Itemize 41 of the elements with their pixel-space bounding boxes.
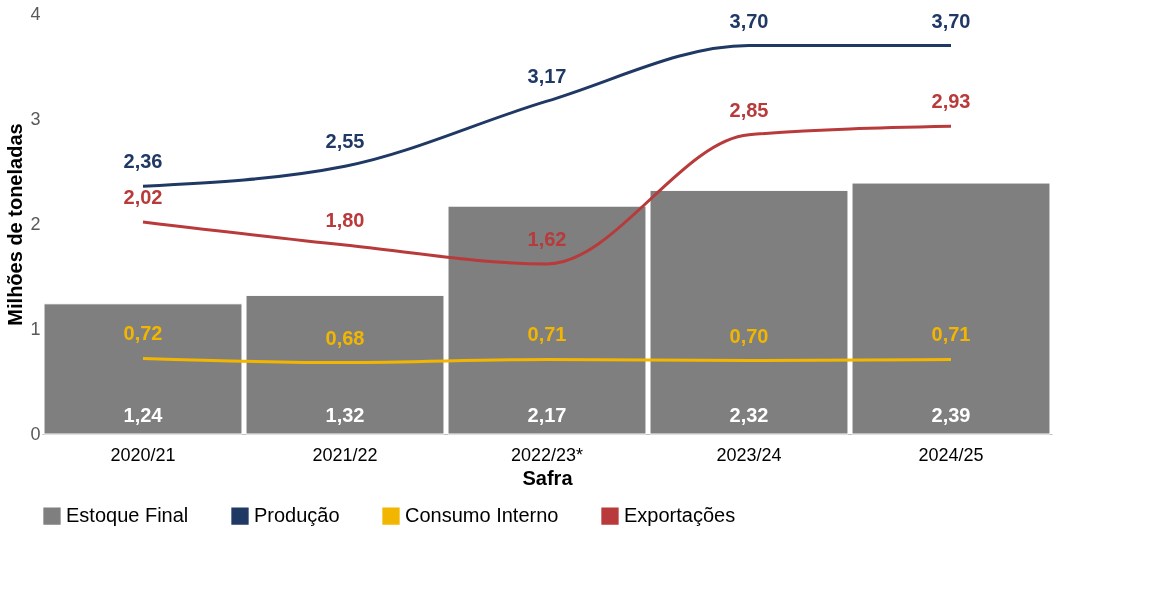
- data-label: 3,70: [729, 9, 769, 32]
- data-label: 2,85: [729, 98, 769, 121]
- data-label: 2,93: [931, 90, 971, 113]
- y-tick-label: 2: [30, 213, 41, 234]
- data-label: 0,71: [931, 323, 971, 346]
- x-tick-label: 2020/21: [110, 444, 176, 465]
- bar: [43, 303, 243, 435]
- y-tick-label: 1: [30, 318, 41, 339]
- data-label: 2,32: [729, 404, 769, 426]
- bar: [447, 205, 647, 435]
- y-tick-label: 0: [30, 423, 41, 444]
- data-label: 3,17: [527, 65, 567, 88]
- legend-label: Consumo Interno: [405, 504, 559, 527]
- x-tick-label: 2023/24: [716, 444, 782, 465]
- data-label: 1,32: [325, 404, 365, 426]
- y-axis-title: Milhões de toneladas: [4, 123, 27, 326]
- bar: [851, 182, 1051, 435]
- data-label: 0,71: [527, 323, 567, 346]
- y-tick-label: 4: [30, 3, 41, 24]
- data-label: 2,55: [325, 130, 365, 153]
- data-label: 2,17: [527, 404, 567, 426]
- bar: [245, 294, 445, 435]
- x-tick-label: 2021/22: [312, 444, 378, 465]
- data-label: 3,70: [931, 9, 971, 32]
- data-label: 2,36: [123, 150, 163, 173]
- data-label: 1,24: [123, 404, 164, 426]
- data-label: 2,39: [931, 404, 971, 426]
- data-label: 1,80: [325, 209, 365, 231]
- data-label: 0,72: [123, 322, 163, 345]
- data-label: 1,62: [527, 227, 567, 250]
- data-label: 2,02: [123, 185, 163, 208]
- legend-label: Produção: [254, 504, 340, 527]
- bar: [649, 189, 849, 435]
- x-axis-title: Safra: [522, 466, 574, 489]
- data-label: 0,68: [325, 326, 365, 349]
- legend-label: Estoque Final: [66, 504, 189, 527]
- y-tick-label: 3: [30, 108, 41, 129]
- legend-label: Exportações: [624, 504, 736, 527]
- data-label: 0,70: [729, 324, 769, 347]
- x-tick-label: 2024/25: [918, 444, 984, 465]
- x-tick-label: 2022/23*: [510, 444, 584, 465]
